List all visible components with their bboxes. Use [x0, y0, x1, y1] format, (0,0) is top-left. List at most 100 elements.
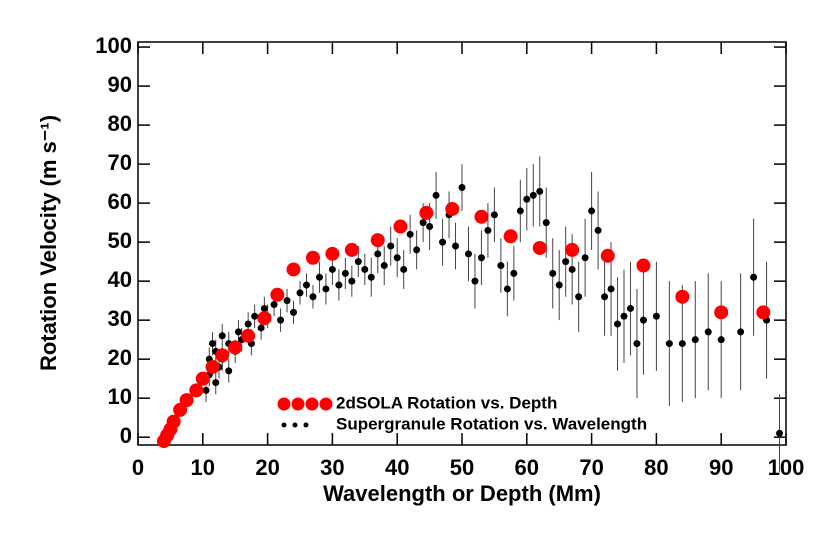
legend-label: 2dSOLA Rotation vs. Depth	[336, 393, 557, 412]
wavelength-point	[588, 207, 596, 215]
wavelength-point	[387, 242, 395, 250]
y-tick-label: 10	[108, 384, 132, 409]
wavelength-point	[652, 312, 660, 320]
y-tick-label: 100	[95, 33, 132, 58]
y-tick-label: 30	[108, 306, 132, 331]
wavelength-point	[737, 328, 745, 336]
wavelength-point	[678, 340, 686, 348]
wavelength-point	[225, 367, 233, 375]
wavelength-point	[361, 265, 369, 273]
wavelength-point	[257, 324, 265, 332]
wavelength-point	[665, 340, 673, 348]
depth-point	[393, 219, 408, 234]
legend-marker	[305, 397, 319, 411]
wavelength-point	[490, 211, 498, 219]
y-axis-label: Rotation Velocity (m s⁻¹)	[36, 115, 61, 371]
wavelength-point	[633, 340, 641, 348]
wavelength-point	[234, 328, 242, 336]
x-tick-label: 100	[768, 455, 805, 480]
depth-point	[179, 393, 194, 408]
wavelength-point	[426, 223, 434, 231]
depth-point	[325, 246, 340, 261]
wavelength-point	[555, 281, 563, 289]
legend-marker	[281, 422, 287, 428]
wavelength-point	[244, 320, 252, 328]
wavelength-point	[704, 328, 712, 336]
wavelength-point	[309, 293, 317, 301]
wavelength-point	[458, 184, 466, 192]
depth-point	[286, 262, 301, 277]
wavelength-point	[400, 265, 408, 273]
wavelength-point	[626, 304, 634, 312]
depth-point	[503, 229, 518, 244]
wavelength-point	[374, 250, 382, 258]
wavelength-point	[516, 207, 524, 215]
depth-point	[205, 359, 220, 374]
wavelength-point	[536, 187, 544, 195]
wavelength-point	[413, 246, 421, 254]
wavelength-point	[209, 340, 217, 348]
x-tick-label: 80	[644, 455, 668, 480]
depth-point	[714, 305, 729, 320]
depth-point	[636, 258, 651, 273]
legend-marker	[319, 397, 333, 411]
wavelength-point	[691, 336, 699, 344]
wavelength-point	[639, 316, 647, 324]
wavelength-point	[432, 191, 440, 199]
x-tick-label: 30	[320, 455, 344, 480]
x-tick-label: 50	[450, 455, 474, 480]
wavelength-point	[328, 265, 336, 273]
wavelength-point	[620, 312, 628, 320]
depth-point	[189, 383, 204, 398]
depth-point	[445, 201, 460, 216]
x-tick-label: 60	[515, 455, 539, 480]
wavelength-point	[335, 281, 343, 289]
wavelength-point	[270, 301, 278, 309]
legend-marker	[291, 397, 305, 411]
wavelength-point	[354, 258, 362, 266]
depth-point	[305, 250, 320, 265]
x-tick-label: 40	[385, 455, 409, 480]
wavelength-point	[776, 429, 784, 437]
depth-point	[344, 242, 359, 257]
wavelength-point	[290, 308, 298, 316]
wavelength-point	[607, 285, 615, 293]
depth-point	[215, 348, 230, 363]
wavelength-point	[452, 242, 460, 250]
legend-label: Supergranule Rotation vs. Wavelength	[336, 414, 647, 433]
wavelength-point	[406, 230, 414, 238]
depth-point	[370, 233, 385, 248]
depth-point	[228, 340, 243, 355]
wavelength-point	[549, 269, 557, 277]
wavelength-point	[439, 238, 447, 246]
wavelength-point	[277, 316, 285, 324]
y-tick-label: 60	[108, 189, 132, 214]
wavelength-point	[471, 277, 479, 285]
wavelength-point	[380, 262, 388, 270]
depth-point	[257, 311, 272, 326]
wavelength-point	[523, 195, 531, 203]
wavelength-point	[212, 379, 220, 387]
wavelength-point	[393, 254, 401, 262]
wavelength-point	[260, 304, 268, 312]
wavelength-point	[750, 273, 758, 281]
wavelength-point	[464, 250, 472, 258]
y-tick-label: 90	[108, 72, 132, 97]
depth-point	[474, 209, 489, 224]
x-tick-label: 90	[709, 455, 733, 480]
wavelength-point	[477, 254, 485, 262]
legend-marker	[303, 422, 309, 428]
legend-marker	[292, 422, 298, 428]
x-tick-label: 0	[132, 455, 144, 480]
wavelength-point	[315, 273, 323, 281]
y-tick-label: 50	[108, 228, 132, 253]
depth-point	[756, 305, 771, 320]
wavelength-point	[283, 297, 291, 305]
y-tick-label: 70	[108, 150, 132, 175]
wavelength-point	[562, 258, 570, 266]
wavelength-point	[497, 262, 505, 270]
x-tick-label: 70	[579, 455, 603, 480]
wavelength-point	[251, 312, 259, 320]
depth-point	[419, 205, 434, 220]
x-tick-label: 20	[255, 455, 279, 480]
